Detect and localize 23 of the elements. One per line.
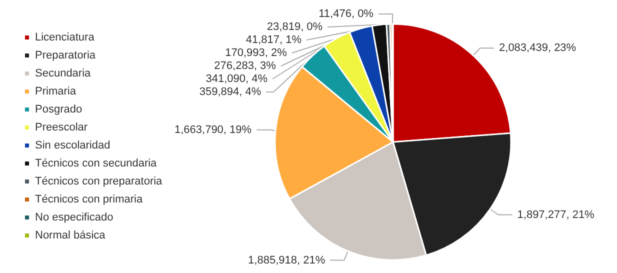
data-label: 276,283, 3% xyxy=(214,60,276,72)
data-label: 23,819, 0% xyxy=(266,21,323,33)
legend-label: Preparatoria xyxy=(35,50,96,62)
data-label: 1,897,277, 21% xyxy=(517,208,595,221)
data-label: 1,663,790, 19% xyxy=(174,124,252,136)
data-label: 170,993, 2% xyxy=(225,47,288,59)
legend-label: No especificado xyxy=(35,212,114,224)
legend-label: Licenciatura xyxy=(35,32,96,44)
legend-label: Posgrado xyxy=(35,104,82,116)
data-label: 341,090, 4% xyxy=(206,73,268,85)
legend-label: Técnicos con preparatoria xyxy=(35,176,164,188)
legend-label: Secundaria xyxy=(35,68,92,80)
legend-label: Preescolar xyxy=(35,122,88,134)
legend-label: Técnicos con primaria xyxy=(35,194,144,206)
data-label: 1,885,918, 21% xyxy=(248,254,326,266)
data-label: 359,894, 4% xyxy=(199,86,262,98)
legend-label: Sin escolaridad xyxy=(35,140,110,152)
legend-label: Primaria xyxy=(35,86,77,98)
data-label: 41,817, 1% xyxy=(246,34,302,46)
data-label: 11,476, 0% xyxy=(318,8,374,20)
legend-label: Técnicos con secundaria xyxy=(35,158,158,170)
data-label: 2,083,439, 23% xyxy=(499,42,576,54)
legend-label: Normal básica xyxy=(35,230,106,242)
